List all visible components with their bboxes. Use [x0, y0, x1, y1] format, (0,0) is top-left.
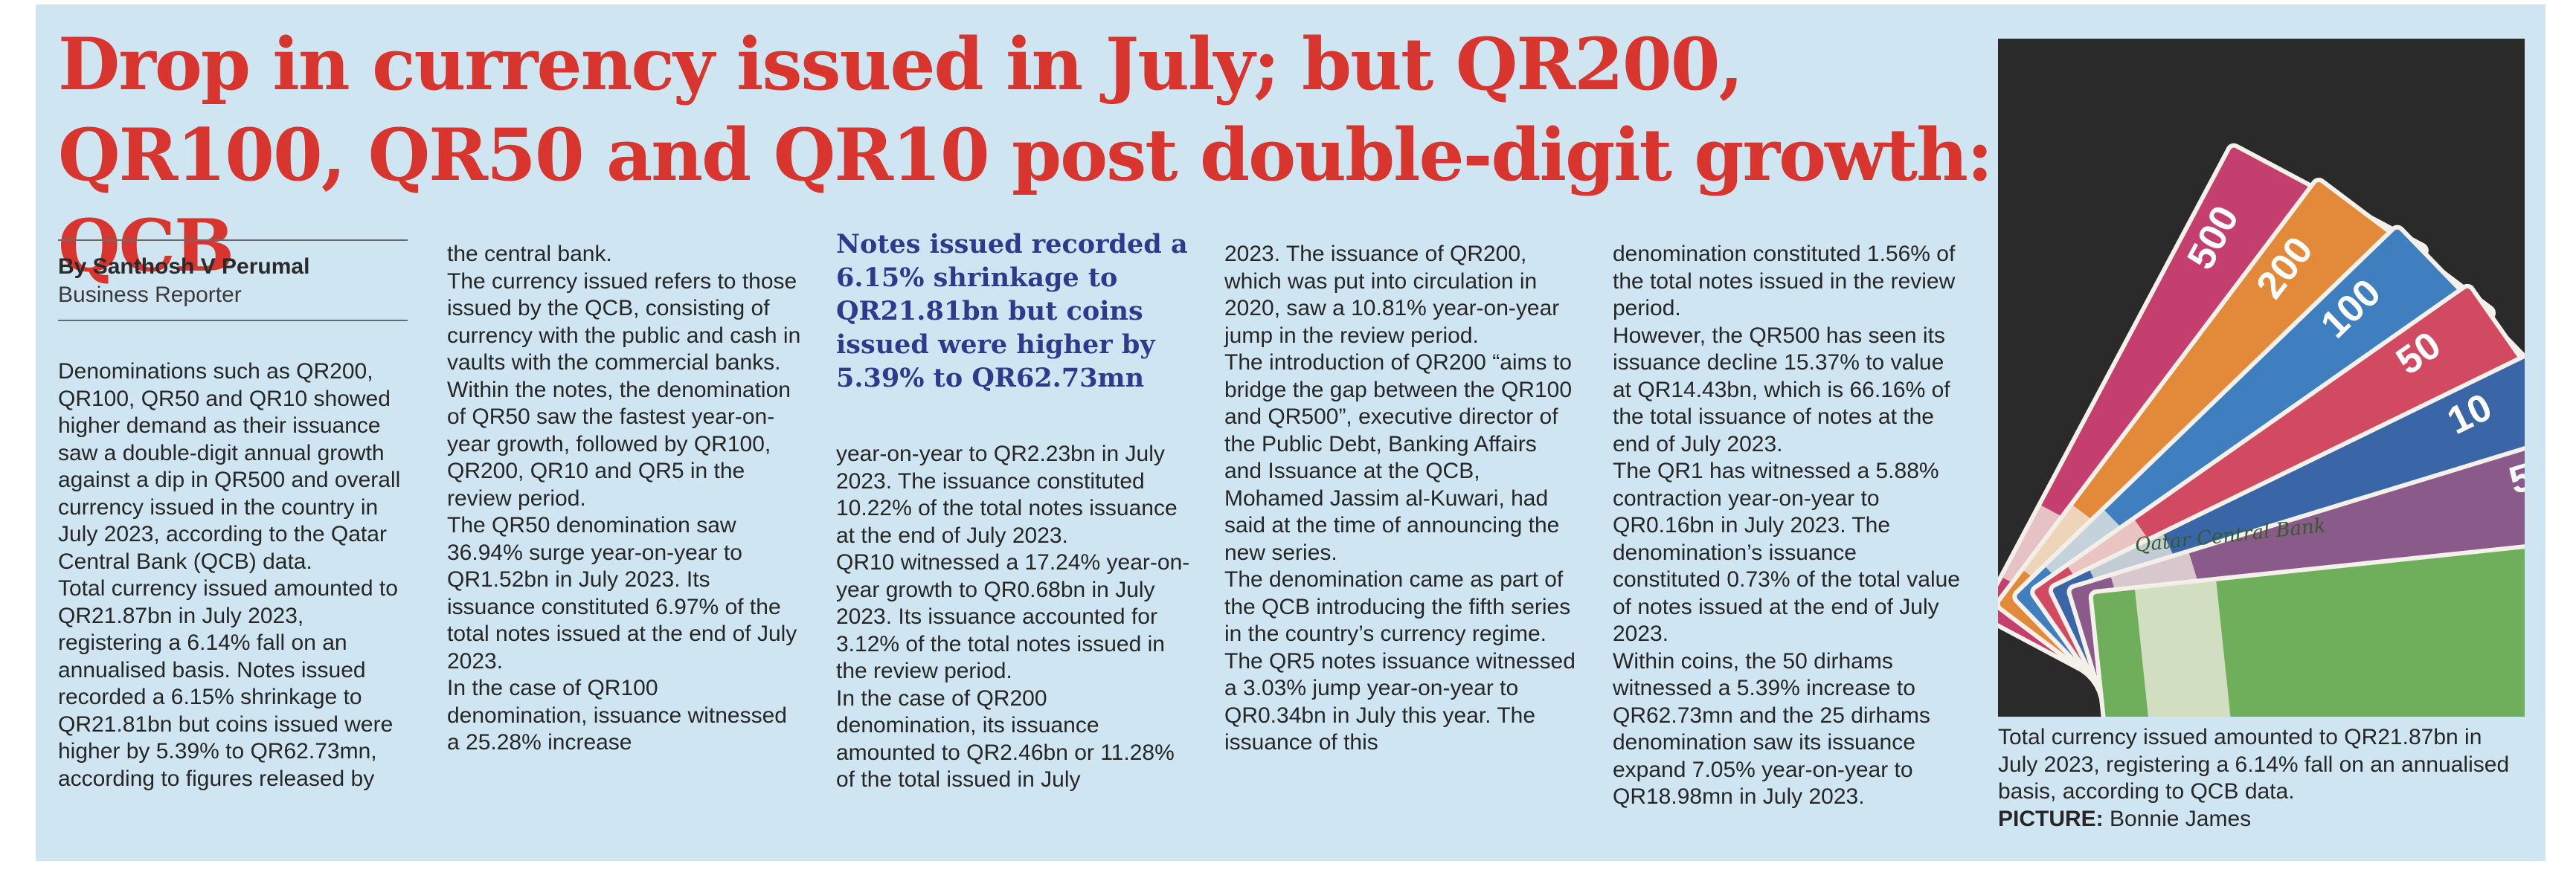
paragraph: In the case of QR100 denomination, issua… [447, 676, 787, 755]
caption-credit-name: Bonnie James [2110, 806, 2252, 831]
author-role: Business Reporter [58, 283, 242, 307]
caption-credit-label: PICTURE: [1998, 806, 2104, 831]
photo-caption: Total currency issued amounted to QR21.8… [1998, 724, 2525, 833]
banknotes-illustration: 500200100501051Qatar Central Bank [1998, 143, 2525, 717]
headline: Drop in currency issued in July; but QR2… [58, 22, 1993, 288]
caption-text: Total currency issued amounted to QR21.8… [1998, 725, 2510, 804]
article-column-1: Denominations such as QR200, QR100, QR50… [58, 358, 414, 793]
article-column-5: denomination constituted 1.56% of the to… [1613, 241, 1968, 811]
paragraph: Denominations such as QR200, QR100, QR50… [58, 359, 401, 574]
pull-quote: Notes issued recorded a 6.15% shrinkage … [836, 229, 1188, 393]
byline: By Santhosh V Perumal Business Reporter [58, 239, 408, 321]
article-panel: Drop in currency issued in July; but QR2… [36, 4, 2546, 861]
author-name: By Santhosh V Perumal [58, 254, 310, 279]
paragraph: The denomination came as part of the QCB… [1224, 567, 1571, 646]
paragraph: The currency issued refers to those issu… [447, 268, 801, 375]
article-column-2: the central bank. The currency issued re… [447, 241, 803, 757]
article-column-3: year-on-year to QR2.23bn in July 2023. T… [836, 441, 1192, 794]
paragraph: In the case of QR200 denomination, its i… [836, 685, 1175, 793]
paragraph: year-on-year to QR2.23bn in July 2023. T… [836, 442, 1178, 548]
paragraph: The QR5 notes issuance witnessed a 3.03%… [1224, 648, 1576, 755]
paragraph: 2023. The issuance of QR200, which was p… [1224, 242, 1560, 348]
banknotes-photo: 500200100501051Qatar Central Bank [1998, 39, 2525, 717]
paragraph: denomination constituted 1.56% of the to… [1613, 242, 1956, 320]
article-column-4: 2023. The issuance of QR200, which was p… [1224, 241, 1580, 757]
paragraph: Within the notes, the denomination of QR… [447, 377, 791, 511]
paragraph: Total currency issued amounted to QR21.8… [58, 576, 398, 791]
paragraph: the central bank. [447, 242, 612, 266]
paragraph: The QR50 denomination saw 36.94% surge y… [447, 513, 797, 674]
paragraph: The introduction of QR200 “aims to bridg… [1224, 350, 1573, 565]
paragraph: However, the QR500 has seen its issuance… [1613, 323, 1950, 456]
paragraph: Within coins, the 50 dirhams witnessed a… [1613, 648, 1930, 810]
banknote-1: 1 [2088, 535, 2525, 717]
paragraph: The QR1 has witnessed a 5.88% contractio… [1613, 459, 1960, 646]
paragraph: QR10 witnessed a 17.24% year-on-year gro… [836, 550, 1190, 683]
